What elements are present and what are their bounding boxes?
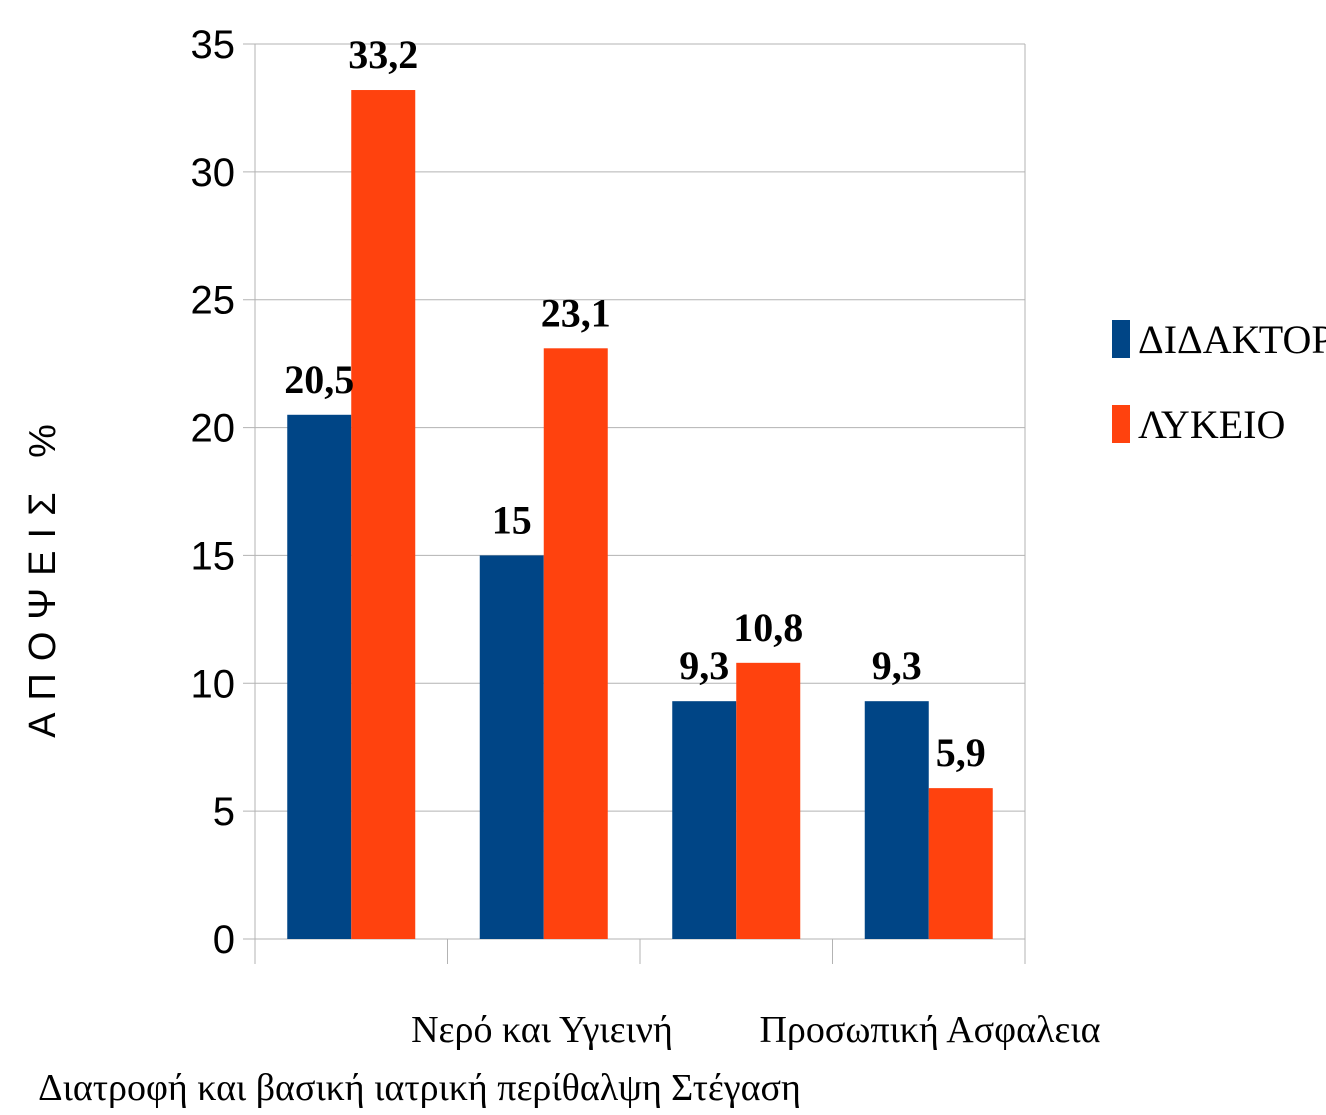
y-tick-labels: 0 5 10 15 20 25 30 35 — [191, 23, 236, 962]
category-label: Νερό και Υγιεινή — [411, 1009, 673, 1051]
category-label: Διατροφή και βασική ιατρική περίθαλψη — [38, 1067, 662, 1109]
y-tick-label: 0 — [213, 918, 235, 962]
data-label: 23,1 — [541, 290, 611, 335]
data-label: 20,5 — [284, 357, 354, 402]
y-tick-label: 35 — [191, 23, 236, 67]
y-tick-label: 10 — [191, 662, 236, 706]
y-tick-label: 20 — [191, 407, 236, 451]
data-label: 9,3 — [679, 643, 729, 688]
category-label: Προσωπική Ασφαλεια — [759, 1009, 1100, 1051]
bar — [736, 662, 801, 939]
legend-label: ΛΥΚΕΙΟ — [1138, 402, 1285, 447]
bar — [672, 701, 737, 939]
data-label: 33,2 — [348, 32, 418, 77]
bar — [928, 788, 993, 939]
y-axis-label: ΑΠΟΨΕΙΣ % — [22, 412, 64, 738]
legend: ΔΙΔΑΚΤΟΡΙΚΟ ΛΥΚΕΙΟ — [1112, 317, 1326, 447]
data-label: 9,3 — [872, 643, 922, 688]
y-tick-label: 25 — [191, 279, 236, 323]
y-tick-label: 15 — [191, 534, 236, 578]
bar — [543, 348, 608, 939]
category-labels: Διατροφή και βασική ιατρική περίθαλψη Νερ… — [38, 1009, 1100, 1109]
legend-swatch — [1112, 320, 1130, 358]
bar — [351, 90, 416, 940]
bar — [479, 555, 544, 939]
data-label: 15 — [492, 497, 532, 542]
data-label: 10,8 — [733, 605, 803, 650]
bar — [287, 414, 352, 939]
legend-swatch — [1112, 405, 1130, 443]
data-label: 5,9 — [936, 730, 986, 775]
legend-label: ΔΙΔΑΚΤΟΡΙΚΟ — [1138, 317, 1326, 362]
y-tick-label: 5 — [213, 790, 235, 834]
y-tick-label: 30 — [191, 151, 236, 195]
bar — [864, 701, 929, 939]
category-label: Στέγαση — [671, 1067, 801, 1109]
bars — [287, 90, 993, 940]
axes — [254, 44, 1026, 964]
